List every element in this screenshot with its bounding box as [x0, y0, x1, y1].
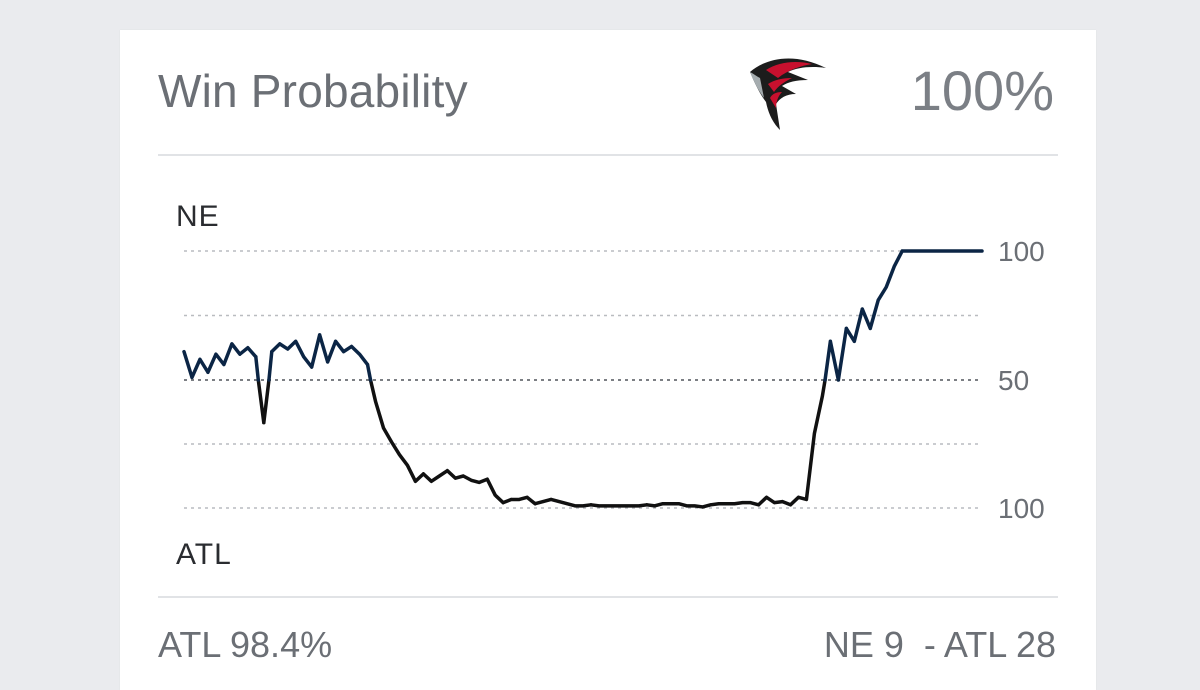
top-team-label: NE	[176, 200, 220, 233]
footer-divider	[158, 596, 1058, 598]
ne-probability-line	[182, 249, 984, 382]
leader-probability: ATL 98.4%	[158, 624, 333, 665]
atl-probability-line	[256, 378, 827, 509]
win-percentage: 100%	[910, 59, 1054, 122]
y-axis-ticks: 100 50 100	[998, 236, 1045, 524]
header-divider	[158, 154, 1058, 156]
y-tick-label: 100	[998, 493, 1045, 524]
falcons-logo-icon	[750, 58, 826, 131]
card-title: Win Probability	[158, 65, 468, 117]
y-tick-label: 50	[998, 365, 1029, 396]
win-probability-chart: 100 50 100	[182, 236, 1045, 524]
chart-gridlines	[184, 250, 982, 509]
y-tick-label: 100	[998, 236, 1045, 267]
game-score: NE 9 - ATL 28	[823, 624, 1056, 665]
win-probability-card: Win Probability 100% 100 50 100 NE ATL ATL…	[120, 30, 1096, 690]
bottom-team-label: ATL	[176, 538, 232, 571]
